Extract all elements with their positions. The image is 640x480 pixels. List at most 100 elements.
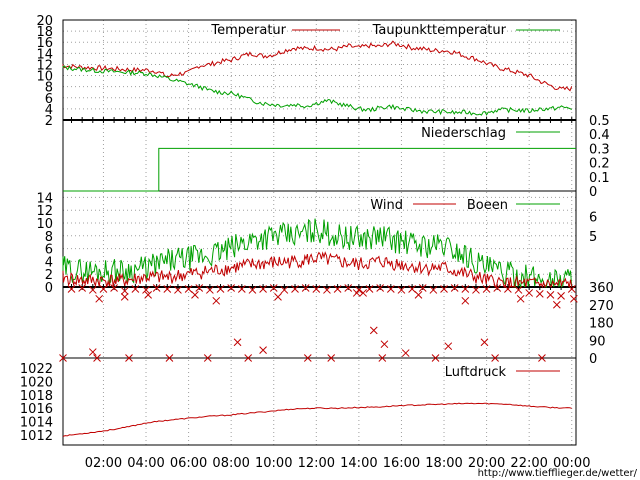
ytick-wind: 8 xyxy=(45,230,53,245)
direction-marker xyxy=(504,285,512,293)
xtick-label: 06:00 xyxy=(170,456,207,471)
ytick-temperature: 20 xyxy=(36,14,53,29)
direction-marker xyxy=(378,354,387,362)
ytick-temperature: 8 xyxy=(45,81,53,96)
xtick-label: 02:00 xyxy=(85,456,122,471)
direction-marker xyxy=(233,338,242,347)
ytick-wind: 6 xyxy=(45,243,53,258)
direction-marker xyxy=(206,286,214,294)
legend-wind: Wind xyxy=(370,198,403,213)
series-taupunkttemperatur xyxy=(62,65,572,116)
direction-marker xyxy=(538,354,546,362)
direction-marker xyxy=(376,284,385,292)
series-niederschlag xyxy=(63,147,576,192)
ytick-direction: 90 xyxy=(589,334,606,349)
legend-luftdruck: Luftdruck xyxy=(445,365,507,380)
direction-marker xyxy=(269,284,278,292)
direction-marker xyxy=(237,285,246,293)
ytick-luftdruck: 1014 xyxy=(20,416,53,431)
ytick-wind: 10 xyxy=(36,217,53,232)
direction-marker xyxy=(552,300,561,309)
direction-marker xyxy=(120,287,129,295)
panel-frames xyxy=(62,19,577,446)
ytick-niederschlag: 0 xyxy=(589,185,597,200)
direction-marker xyxy=(67,285,76,293)
direction-marker xyxy=(120,293,129,301)
direction-marker xyxy=(516,294,525,303)
ytick-wind: 2 xyxy=(45,268,53,283)
direction-marker xyxy=(418,284,427,292)
ytick-niederschlag: 0.1 xyxy=(589,171,610,186)
ytick-niederschlag: 0.4 xyxy=(589,128,610,143)
ytick-direction: 180 xyxy=(589,317,614,332)
direction-marker xyxy=(440,285,448,293)
direction-marker xyxy=(429,286,438,294)
series-luftdruck xyxy=(62,402,572,437)
direction-marker xyxy=(333,285,342,293)
direction-marker xyxy=(461,296,470,305)
direction-marker xyxy=(461,285,470,293)
source-url: http://www.tiefflieger.de/wetter/ xyxy=(478,468,638,479)
direction-marker xyxy=(408,285,416,293)
xtick-label: 12:00 xyxy=(298,456,335,471)
ytick-wind: 0 xyxy=(45,281,53,296)
direction-marker xyxy=(165,354,174,362)
ytick-wind: 4 xyxy=(45,255,53,270)
direction-marker xyxy=(312,285,321,293)
direction-marker xyxy=(93,354,101,362)
direction-marker xyxy=(191,291,199,299)
legend-temperatur: Temperatur xyxy=(210,23,286,38)
xtick-label: 14:00 xyxy=(340,456,377,471)
direction-marker xyxy=(99,285,108,293)
direction-marker xyxy=(546,291,555,299)
ytick-luftdruck: 1022 xyxy=(20,362,53,377)
direction-marker xyxy=(386,285,395,293)
direction-marker xyxy=(248,286,257,294)
direction-marker xyxy=(125,354,133,362)
direction-marker xyxy=(514,286,523,294)
ytick-temperature: 10 xyxy=(36,70,53,85)
xtick-label: 18:00 xyxy=(425,456,462,471)
direction-marker xyxy=(493,284,502,292)
xtick-label: 16:00 xyxy=(383,456,420,471)
direction-marker xyxy=(380,340,389,349)
direction-marker xyxy=(152,284,161,292)
direction-marker xyxy=(59,354,67,362)
direction-marker xyxy=(557,292,565,300)
direction-marker xyxy=(365,285,374,293)
direction-marker xyxy=(184,285,193,293)
grid-layer xyxy=(63,20,576,445)
ytick-temperature: 16 xyxy=(36,36,53,51)
direction-marker xyxy=(535,290,544,298)
direction-marker xyxy=(359,289,367,297)
direction-marker xyxy=(78,284,87,292)
ytick-temperature: 4 xyxy=(45,103,53,118)
ytick-luftdruck: 1018 xyxy=(20,389,53,404)
direction-marker xyxy=(88,286,97,294)
direction-marker xyxy=(144,291,152,299)
direction-marker xyxy=(301,284,310,292)
direction-marker xyxy=(450,284,459,292)
xtick-label: 20:00 xyxy=(468,456,505,471)
xtick-label: 08:00 xyxy=(212,456,249,471)
ytick-wind: 12 xyxy=(36,204,53,219)
ytick-temperature: 18 xyxy=(36,25,53,40)
series-layer xyxy=(59,40,578,437)
xtick-label: 00:00 xyxy=(553,456,590,471)
legend-taupunkttemperatur: Taupunkttemperatur xyxy=(372,23,507,38)
xtick-label: 04:00 xyxy=(127,456,164,471)
ytick-temperature: 6 xyxy=(45,92,53,107)
direction-marker xyxy=(431,354,440,362)
ytick-direction: 0 xyxy=(589,352,597,367)
direction-marker xyxy=(95,294,104,303)
direction-marker xyxy=(323,286,331,294)
direction-marker xyxy=(195,284,204,292)
direction-marker xyxy=(227,284,236,292)
direction-marker xyxy=(274,293,282,301)
ytick-temperature: 14 xyxy=(36,47,53,62)
ytick-niederschlag: 0.3 xyxy=(589,142,610,157)
ytick-direction: 270 xyxy=(589,299,614,314)
ytick-direction: 360 xyxy=(589,281,614,296)
tick-labels: 246810121416182000.10.20.30.40.502468101… xyxy=(20,14,614,471)
series-boeen xyxy=(62,218,573,289)
